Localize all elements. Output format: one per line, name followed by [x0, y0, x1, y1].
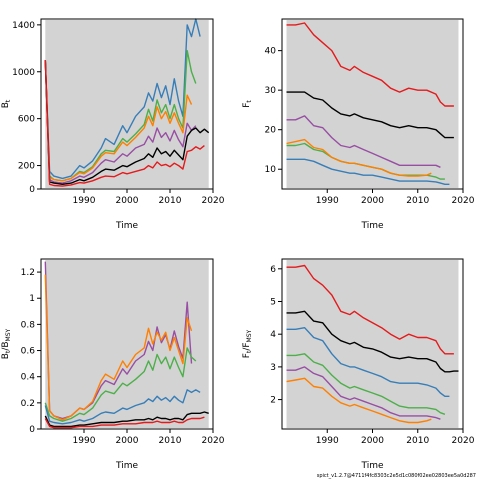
series-line-black	[286, 91, 454, 139]
x-tick-label: 1990	[73, 196, 96, 206]
series-line-green	[286, 353, 446, 415]
y-tick-label: 3	[270, 363, 276, 373]
chart-panel-bottom-left: 1990 2000 2010 2020 0 0.2 0.4 0.6 0.8 1 1.2 Time Bt/…	[1, 258, 225, 471]
y-axis-label: Ft	[242, 100, 253, 108]
y-tick-label: 40	[265, 47, 277, 57]
y-tick-label: 1	[29, 294, 35, 304]
series-line-black	[44, 411, 209, 428]
y-tick-label: 0	[29, 185, 35, 195]
series-line-green	[44, 347, 197, 422]
x-tick-label: 2020	[202, 196, 225, 206]
y-tick-label: 0.4	[21, 373, 36, 383]
series-line-purple	[286, 115, 441, 168]
series-line-blue	[44, 18, 201, 180]
x-tick-label: 2020	[452, 436, 475, 446]
x-tick-label: 2000	[361, 196, 384, 206]
x-tick-label: 1990	[316, 436, 339, 446]
y-tick-label: 0	[29, 425, 35, 435]
series-line-blue	[286, 327, 450, 397]
series-line-orange	[44, 274, 193, 421]
y-tick-label: 200	[18, 162, 35, 172]
y-tick-label: 600	[18, 115, 35, 125]
x-tick-label: 1990	[316, 196, 339, 206]
x-tick-label: 2000	[361, 436, 384, 446]
footer-version: spict_v1.2.7@4711f4fc8303c2e5d1c080f02ee…	[317, 473, 476, 479]
x-tick-label: 2020	[452, 196, 475, 206]
x-tick-label: 2020	[202, 436, 225, 446]
x-tick-label: 2000	[116, 196, 139, 206]
shaded-region	[45, 20, 209, 188]
x-tick-label: 2010	[159, 436, 182, 446]
y-tick-label: 4	[270, 330, 276, 340]
x-axis-label: Time	[360, 221, 383, 231]
y-tick-label: 0.8	[21, 320, 36, 330]
x-tick-label: 2010	[159, 196, 182, 206]
shaded-region	[45, 260, 209, 428]
y-tick-label: 0.6	[21, 347, 36, 357]
x-tick-label: 2010	[406, 196, 429, 206]
y-axis-label: Bt	[1, 99, 12, 108]
y-tick-label: 1.2	[21, 268, 35, 278]
x-axis-label: Time	[115, 461, 138, 471]
series-line-red	[44, 416, 205, 429]
series-line-blue	[286, 158, 450, 186]
x-axis-label: Time	[115, 221, 138, 231]
series-line-purple	[286, 366, 441, 420]
series-line-red	[286, 22, 454, 107]
x-tick-label: 2010	[406, 436, 429, 446]
series-line-red	[44, 59, 205, 187]
y-tick-label: 1000	[12, 68, 35, 78]
series-line-blue	[44, 389, 201, 425]
series-line-black	[44, 59, 210, 186]
y-tick-label: 10	[265, 165, 277, 175]
series-line-orange	[286, 377, 432, 424]
series-line-red	[286, 264, 454, 355]
y-tick-label: 5	[270, 298, 276, 308]
chart-panel-bottom-right: 1990 2000 2010 2020 2 3 4 5 6 Time Ft/FMSY	[242, 258, 475, 471]
chart-panel-top-left: 1990 2000 2010 2020 0 200 600 1000 1400 Time Bt	[1, 18, 225, 231]
y-axis-label: Ft/FMSY	[242, 329, 253, 358]
x-tick-label: 2000	[116, 436, 139, 446]
series-line-orange	[286, 138, 432, 177]
y-tick-label: 1400	[12, 21, 35, 31]
y-tick-label: 20	[265, 126, 277, 136]
series-line-orange	[44, 59, 193, 182]
chart-panel-top-right: 1990 2000 2010 2020 10 20 30 40 Time Ft	[242, 18, 475, 231]
y-tick-label: 30	[265, 86, 277, 96]
x-tick-label: 1990	[73, 436, 96, 446]
y-tick-label: 2	[270, 396, 276, 406]
shaded-region	[286, 260, 459, 428]
y-axis-label: Bt/BMSY	[1, 328, 12, 359]
series-line-black	[286, 310, 459, 373]
y-tick-label: 6	[270, 265, 276, 275]
shaded-region	[286, 20, 459, 188]
x-axis-label: Time	[360, 461, 383, 471]
series-line-purple	[44, 59, 197, 184]
y-tick-label: 0.2	[21, 399, 35, 409]
